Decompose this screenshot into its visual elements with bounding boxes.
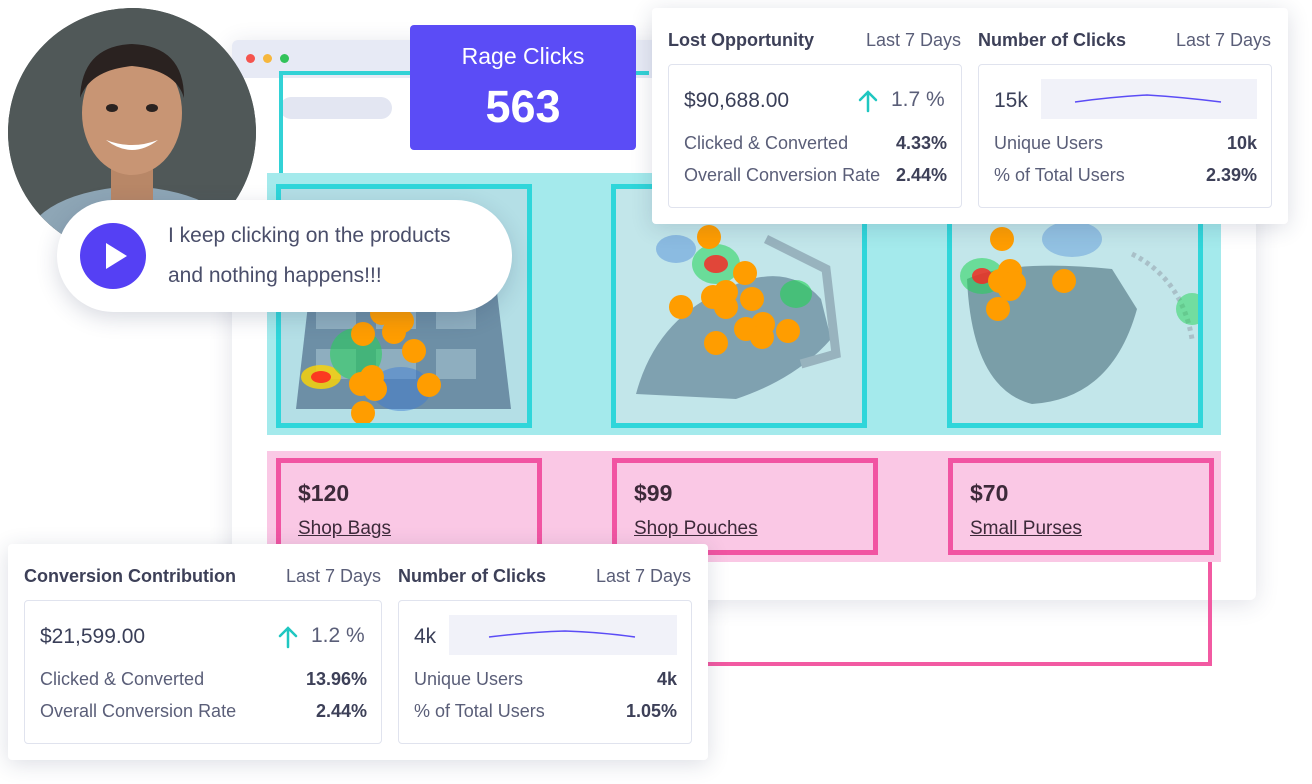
- purse-heatmap-image: [952, 189, 1198, 423]
- clicks-count: 15k: [994, 89, 1028, 112]
- product-price: $99: [634, 480, 673, 506]
- pouch-heatmap-image: [616, 189, 862, 423]
- conversion-contribution-card: $21,599.00 1.2 % Clicked & Converted 13.…: [24, 600, 382, 744]
- number-of-clicks-title: Number of Clicks: [978, 30, 1127, 50]
- row-value: 2.44%: [315, 701, 367, 721]
- trend-value: 1.7 %: [891, 88, 945, 111]
- shop-pouches-link[interactable]: Shop Pouches: [634, 518, 758, 539]
- product-card-pouches[interactable]: $99 Shop Pouches: [612, 458, 878, 555]
- row-label: % of Total Users: [994, 165, 1125, 185]
- conversion-amount: $21,599.00: [40, 625, 146, 648]
- rage-clicks-card: Rage Clicks 563: [410, 25, 636, 150]
- row-label: Overall Conversion Rate: [40, 701, 237, 721]
- small-purses-link[interactable]: Small Purses: [970, 518, 1082, 539]
- shop-bags-link[interactable]: Shop Bags: [298, 518, 391, 539]
- period-label: Last 7 Days: [866, 30, 962, 50]
- lost-opportunity-title: Lost Opportunity: [668, 30, 814, 50]
- sparkline-chart: [488, 630, 636, 638]
- period-label: Last 7 Days: [596, 566, 692, 586]
- rage-clicks-label: Rage Clicks: [461, 43, 585, 69]
- row-value: 13.96%: [305, 669, 367, 689]
- feedback-text-line-1: I keep clicking on the products: [168, 224, 451, 247]
- period-label: Last 7 Days: [286, 566, 382, 586]
- row-value: 4.33%: [895, 133, 947, 153]
- row-value: 2.44%: [895, 165, 947, 185]
- trend-up-icon: [278, 626, 298, 649]
- top-metrics-panel: Lost Opportunity Last 7 Days Number of C…: [652, 8, 1288, 224]
- product-image-purses[interactable]: [947, 184, 1203, 428]
- row-label: Clicked & Converted: [40, 669, 205, 689]
- clicks-card: 4k Unique Users 4k % of Total Users 1.05…: [398, 600, 692, 744]
- maximize-window-dot[interactable]: [280, 54, 289, 63]
- row-label: Overall Conversion Rate: [684, 165, 881, 185]
- product-card-purses[interactable]: $70 Small Purses: [948, 458, 1214, 555]
- sparkline: [1041, 79, 1257, 119]
- lost-opportunity-card: $90,688.00 1.7 % Clicked & Converted 4.3…: [668, 64, 962, 208]
- minimize-window-dot[interactable]: [263, 54, 272, 63]
- row-label: Unique Users: [414, 669, 524, 689]
- feedback-text-line-2: and nothing happens!!!: [168, 264, 382, 287]
- row-value: 2.39%: [1205, 165, 1257, 185]
- row-value: 4k: [656, 669, 677, 689]
- play-icon: [106, 243, 127, 269]
- product-card-bags[interactable]: $120 Shop Bags: [276, 458, 542, 555]
- rage-clicks-value: 563: [485, 81, 561, 132]
- play-session-button[interactable]: [80, 223, 146, 289]
- row-label: Unique Users: [994, 133, 1104, 153]
- lost-opportunity-amount: $90,688.00: [684, 89, 790, 112]
- row-label: % of Total Users: [414, 701, 545, 721]
- row-value: 1.05%: [625, 701, 677, 721]
- clicks-count: 4k: [414, 625, 437, 648]
- period-label: Last 7 Days: [1176, 30, 1272, 50]
- conversion-contribution-title: Conversion Contribution: [24, 566, 236, 586]
- price-connector: [708, 548, 1212, 666]
- bottom-metrics-panel: Conversion Contribution Last 7 Days Numb…: [8, 544, 708, 760]
- product-price: $70: [970, 480, 1009, 506]
- trend-up-icon: [858, 90, 878, 113]
- product-price: $120: [298, 480, 350, 506]
- number-of-clicks-title: Number of Clicks: [398, 566, 547, 586]
- price-band: [267, 451, 1221, 562]
- clicks-card: 15k Unique Users 10k % of Total Users 2.…: [978, 64, 1272, 208]
- row-value: 10k: [1226, 133, 1257, 153]
- trend-value: 1.2 %: [311, 624, 365, 647]
- close-window-dot[interactable]: [246, 54, 255, 63]
- sparkline: [449, 615, 677, 655]
- placeholder-bar: [280, 97, 392, 119]
- sparkline-chart: [1074, 94, 1222, 103]
- row-label: Clicked & Converted: [684, 133, 849, 153]
- feedback-bubble: I keep clicking on the products and noth…: [57, 200, 512, 312]
- product-image-pouches[interactable]: [611, 184, 867, 428]
